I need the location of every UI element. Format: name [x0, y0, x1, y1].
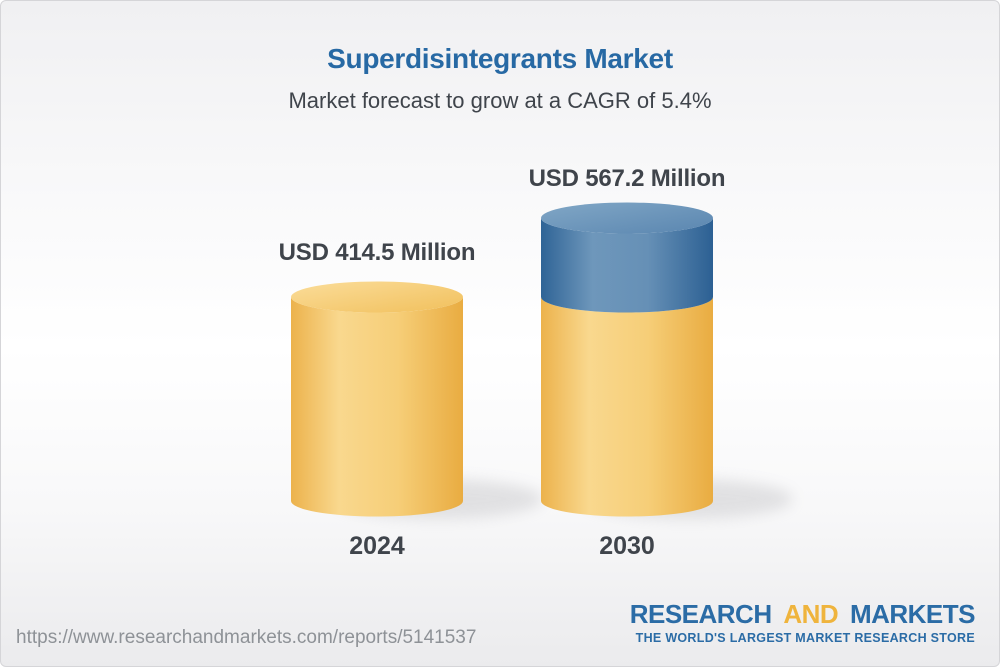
logo-tagline: THE WORLD'S LARGEST MARKET RESEARCH STOR…: [635, 631, 975, 645]
category-label-2024: 2024: [349, 532, 405, 560]
cylinder-2030-blue-body: [541, 218, 713, 313]
value-label-2030: USD 567.2 Million: [528, 165, 726, 192]
cylinder-2030-gold-body: [541, 297, 713, 517]
page-title: Superdisintegrants Market: [327, 43, 673, 74]
cylinder-2030-top: [541, 202, 713, 234]
logo-wordmark: RESEARCH AND MARKETS: [629, 599, 976, 629]
cylinder-2024: [291, 281, 463, 517]
category-label-2030: 2030: [599, 532, 655, 560]
value-label-2024: USD 414.5 Million: [278, 239, 476, 266]
logo-word-and: AND: [783, 599, 839, 629]
research-and-markets-logo: RESEARCH AND MARKETS THE WORLD'S LARGEST…: [629, 599, 976, 645]
report-url: https://www.researchandmarkets.com/repor…: [16, 627, 477, 648]
cylinder-2024-body: [291, 297, 463, 517]
logo-word-markets: MARKETS: [849, 599, 976, 629]
logo-word-research: RESEARCH: [629, 599, 772, 629]
cylinder-2030: [541, 202, 713, 517]
cylinder-2024-top: [291, 281, 463, 313]
page-subtitle: Market forecast to grow at a CAGR of 5.4…: [288, 88, 712, 113]
